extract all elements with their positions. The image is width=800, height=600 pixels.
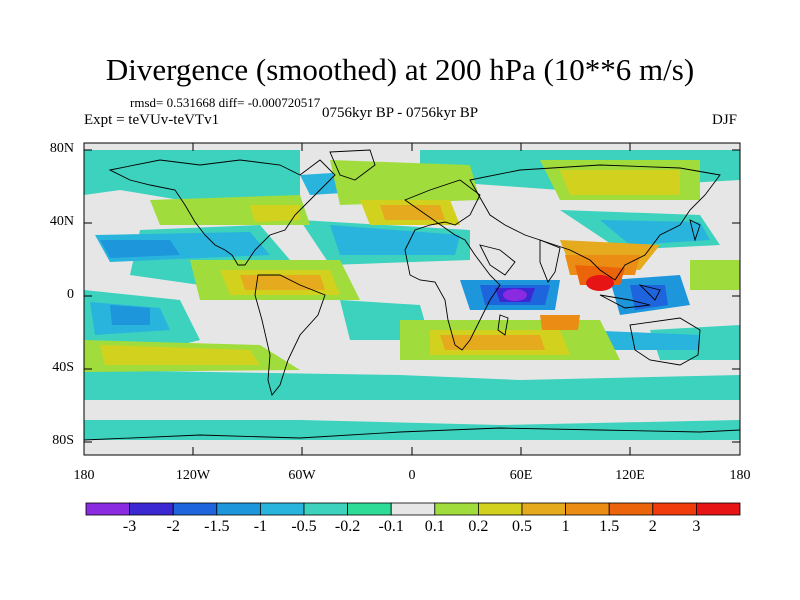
- colorbar: [85, 502, 741, 516]
- period-label: 0756kyr BP - 0756kyr BP: [322, 105, 479, 121]
- colorbar-label: 3: [692, 518, 701, 535]
- colorbar-label: -0.5: [291, 518, 317, 535]
- colorbar-label: 0.2: [468, 518, 489, 535]
- colorbar-label: -0.1: [378, 518, 404, 535]
- colorbar-swatch: [434, 502, 479, 516]
- colorbar-label: 0.5: [512, 518, 532, 535]
- contour-layer-pos-max: [586, 275, 614, 291]
- colorbar-swatch: [85, 502, 130, 516]
- colorbar-label: -3: [122, 518, 137, 535]
- colorbar-swatch: [216, 502, 261, 516]
- colorbar-label: 0.1: [424, 518, 445, 535]
- lon-tick-label: 120W: [175, 468, 211, 483]
- lon-tick-label: 0: [408, 468, 416, 483]
- page-title: Divergence (smoothed) at 200 hPa (10**6 …: [105, 52, 695, 87]
- contour-fields: [84, 150, 740, 440]
- lat-tick-label: 80N: [49, 141, 74, 156]
- lat-tick-label: 0: [67, 287, 74, 302]
- colorbar-swatch: [477, 502, 523, 516]
- colorbar-label: -1.5: [204, 518, 230, 535]
- colorbar-swatch: [172, 502, 218, 516]
- lat-tick-label: 80S: [52, 433, 74, 448]
- colorbar-label: -2: [166, 518, 180, 535]
- colorbar-swatch: [347, 502, 392, 516]
- lon-tick-label: 60E: [509, 468, 533, 483]
- colorbar-swatch: [608, 502, 654, 516]
- colorbar-swatch: [696, 502, 741, 516]
- axis-ticks: [84, 143, 740, 455]
- lon-tick-label: 60W: [288, 468, 316, 483]
- colorbar-label: 1.5: [599, 518, 620, 535]
- experiment-label: Expt = teVUv-teVTv1: [84, 112, 220, 128]
- colorbar-swatch: [565, 502, 610, 516]
- lat-tick-label: 40N: [49, 214, 74, 229]
- coastlines: [84, 149, 740, 441]
- colorbar-label: 2: [648, 518, 657, 535]
- colorbar-label: -1: [253, 518, 268, 535]
- lon-tick-label: 180: [73, 468, 95, 483]
- colorbar-swatch: [521, 502, 566, 516]
- colorbar-label: -0.2: [334, 518, 361, 535]
- season-label: DJF: [712, 112, 738, 128]
- colorbar-swatch: [652, 502, 697, 516]
- colorbar-swatch: [303, 502, 348, 516]
- lat-tick-label: 40S: [52, 360, 74, 375]
- lon-tick-label: 120E: [615, 468, 645, 483]
- colorbar-swatch: [259, 502, 305, 516]
- stats-text: rmsd= 0.531668 diff= -0.000720517: [130, 95, 321, 110]
- lon-tick-label: 180: [729, 468, 751, 483]
- colorbar-swatch: [129, 502, 174, 516]
- colorbar-label: 1: [561, 518, 570, 535]
- contour-layer-neg-max: [503, 289, 527, 301]
- colorbar-swatch: [390, 502, 436, 516]
